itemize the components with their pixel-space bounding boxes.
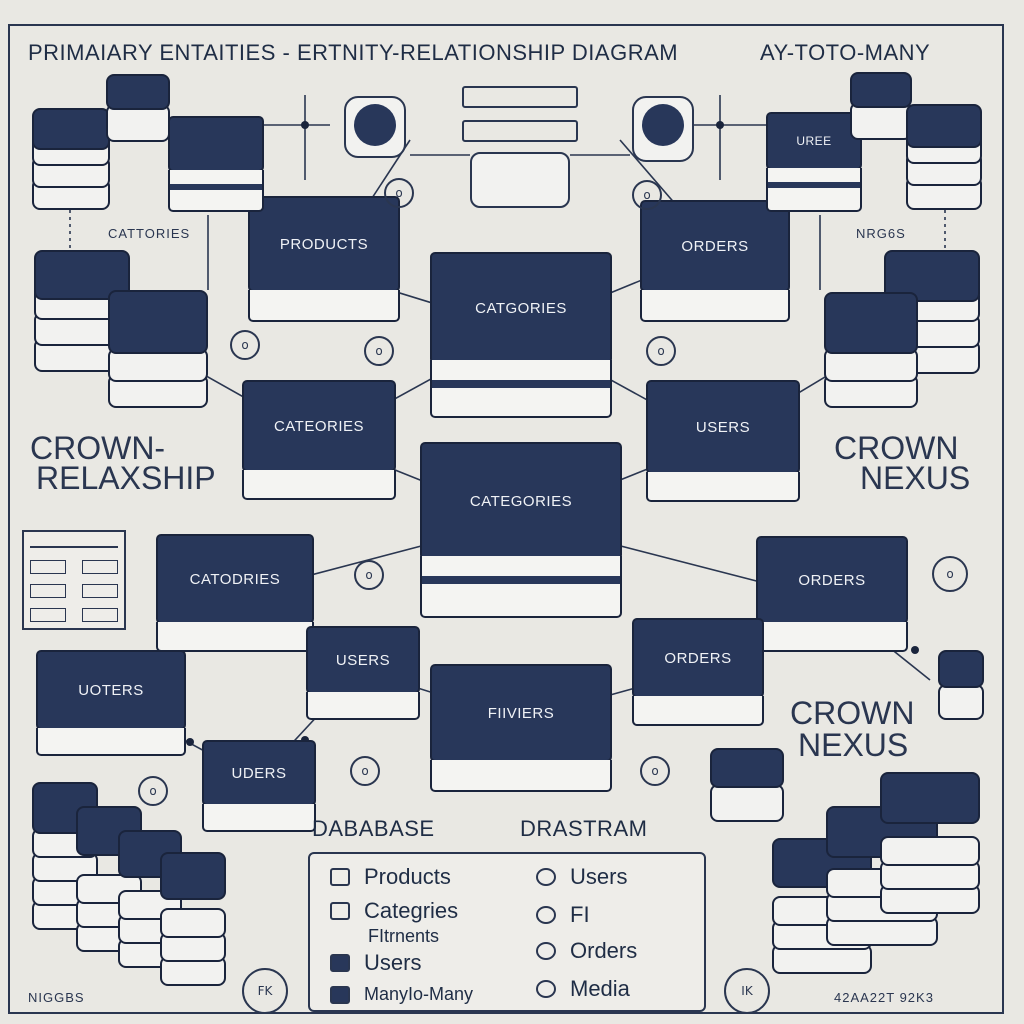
entity-users-right[interactable]: USERS [646, 380, 800, 502]
relationship-icon: IK [724, 968, 770, 1014]
top-left-badge [344, 96, 406, 158]
entity-categories-center-top-label: CATGORIES [475, 299, 567, 317]
entity-uders[interactable]: UDERS [202, 740, 316, 832]
side-label-right-4: NEXUS [798, 727, 909, 763]
relationship-icon: FK [242, 968, 288, 1014]
db-stack-top-right-small [850, 72, 912, 140]
entity-categories-left[interactable]: CATEORIES [242, 380, 396, 500]
legend-item: FItrnents [368, 926, 440, 946]
relationship-icon: o [364, 336, 394, 366]
relationship-icon: o [230, 330, 260, 360]
entity-orders-top-label: ORDERS [681, 237, 749, 255]
entity-users-right-label: USERS [695, 418, 751, 436]
entity-categories-lower-left-label: CATODRIES [189, 570, 281, 588]
legend-circle-icon [536, 906, 556, 924]
entity-uoters[interactable]: UOTERS [36, 650, 186, 756]
legend-item: FI [536, 902, 590, 928]
db-stack-top-right [906, 104, 982, 210]
db-stack-bottom-mid [710, 748, 784, 822]
legend-circle-icon [536, 980, 556, 998]
entity-categories-center-label: CATEGORIES [469, 492, 573, 510]
entity-uree[interactable]: UREE [766, 112, 862, 212]
top-pill-1 [462, 86, 578, 108]
db-stack-mid-right-2 [824, 292, 918, 408]
relationship-icon: o [384, 178, 414, 208]
mini-table [22, 530, 126, 630]
legend-item: Orders [536, 938, 637, 964]
entity-orders-mid[interactable]: ORDERS [632, 618, 764, 726]
small-label-left: CATTORIES [108, 226, 191, 241]
top-pill-cylinder [470, 152, 570, 208]
db-stack-bottom-right-3 [880, 772, 980, 914]
entity-fieters[interactable]: FIIVIERS [430, 664, 612, 792]
relationship-icon: o [640, 756, 670, 786]
legend-item: Users [330, 950, 421, 976]
diagram-title: PRIMAIARY ENTAITIES - ERTNITY-RELATIONSH… [28, 40, 679, 65]
legend-circle-icon [536, 868, 556, 886]
small-label-right: NRG6S [856, 226, 906, 241]
entity-uree-label: UREE [796, 134, 832, 148]
legend: Products Categries FItrnents Users ManyI… [308, 852, 706, 1012]
footer-diagram-label: DRASTRAM [520, 816, 648, 841]
entity-orders-top[interactable]: ORDERS [640, 200, 790, 322]
entity-categories-center[interactable]: CATEGORIES [420, 442, 622, 618]
small-label-bottom-right: 42AA22T 92K3 [834, 990, 934, 1005]
small-label-bottom-left: NIGGBS [28, 990, 85, 1005]
legend-circle-icon [536, 942, 556, 960]
diagram-frame [8, 24, 1004, 1014]
entity-categories-lower-left[interactable]: CATODRIES [156, 534, 314, 652]
top-right-badge [632, 96, 694, 162]
entity-users-mid-label: USERS [335, 651, 391, 669]
relationship-icon: o [350, 756, 380, 786]
side-label-left-2: RELAXSHIP [36, 460, 216, 496]
relationship-icon: o [632, 180, 662, 210]
legend-item: Categries [330, 898, 458, 924]
entity-products-label: PRODUCTS [279, 235, 369, 253]
relationship-icon: o [932, 556, 968, 592]
entity-orders-right-label: ORDERS [798, 571, 866, 589]
entity-fieters-label: FIIVIERS [487, 704, 555, 722]
entity-users-mid[interactable]: USERS [306, 626, 420, 720]
side-label-right-2: NEXUS [860, 460, 971, 496]
db-stack-top-left-small [106, 74, 170, 142]
db-stack-right-mini [938, 650, 984, 720]
footer-database-label: DABABASE [312, 816, 435, 841]
legend-item: ManyIo-Many [330, 984, 473, 1005]
entity-uoters-label: UOTERS [78, 681, 144, 699]
side-label-left-1: CROWN- [30, 430, 166, 466]
diagram-subtitle: AY-TOTO-MANY [760, 40, 931, 65]
top-pill-2 [462, 120, 578, 142]
legend-box-icon [330, 902, 350, 920]
entity-products[interactable]: PRODUCTS [248, 196, 400, 322]
relationship-icon: o [646, 336, 676, 366]
legend-item: Users [536, 864, 627, 890]
legend-box-icon [330, 868, 350, 886]
legend-filled-icon [330, 985, 350, 1004]
db-stack-top-left [32, 108, 110, 210]
relationship-icon: o [354, 560, 384, 590]
entity-uders-label: UDERS [231, 764, 287, 782]
entity-categories-center-top[interactable]: CATGORIES [430, 252, 612, 418]
side-label-right-1: CROWN [834, 430, 959, 466]
legend-item: Products [330, 864, 451, 890]
legend-item: Media [536, 976, 630, 1002]
side-label-right-3: CROWN [790, 695, 915, 731]
entity-orders-mid-label: ORDERS [664, 649, 732, 667]
db-stack-mid-left-2 [108, 290, 208, 408]
legend-filled-icon [330, 954, 350, 972]
relationship-icon: o [138, 776, 168, 806]
entity-categories-left-label: CATEORIES [273, 417, 365, 435]
entity-orders-right[interactable]: ORDERS [756, 536, 908, 652]
entity-small-topleft[interactable] [168, 116, 264, 212]
db-stack-bottom-4 [160, 852, 226, 986]
